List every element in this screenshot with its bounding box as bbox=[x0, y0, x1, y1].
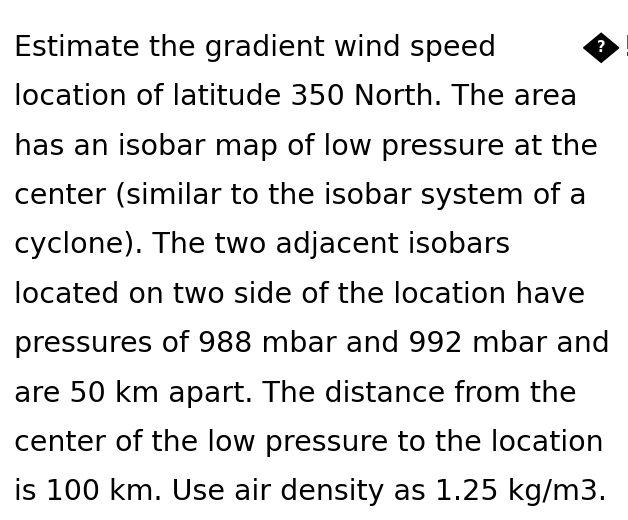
Text: Estimate the gradient wind speed: Estimate the gradient wind speed bbox=[14, 34, 505, 62]
Text: !” at a: !” at a bbox=[622, 34, 628, 62]
Text: center (similar to the isobar system of a: center (similar to the isobar system of … bbox=[14, 182, 587, 210]
Text: located on two side of the location have: located on two side of the location have bbox=[14, 281, 585, 309]
Text: pressures of 988 mbar and 992 mbar and: pressures of 988 mbar and 992 mbar and bbox=[14, 330, 610, 358]
Text: is 100 km. Use air density as 1.25 kg/m3.: is 100 km. Use air density as 1.25 kg/m3… bbox=[14, 478, 607, 506]
Text: center of the low pressure to the location: center of the low pressure to the locati… bbox=[14, 429, 604, 457]
Text: has an isobar map of low pressure at the: has an isobar map of low pressure at the bbox=[14, 133, 598, 161]
Polygon shape bbox=[583, 33, 619, 62]
Text: ?: ? bbox=[597, 40, 605, 55]
Text: location of latitude 350 North. The area: location of latitude 350 North. The area bbox=[14, 83, 577, 111]
Text: cyclone). The two adjacent isobars: cyclone). The two adjacent isobars bbox=[14, 231, 510, 259]
Text: are 50 km apart. The distance from the: are 50 km apart. The distance from the bbox=[14, 380, 577, 408]
